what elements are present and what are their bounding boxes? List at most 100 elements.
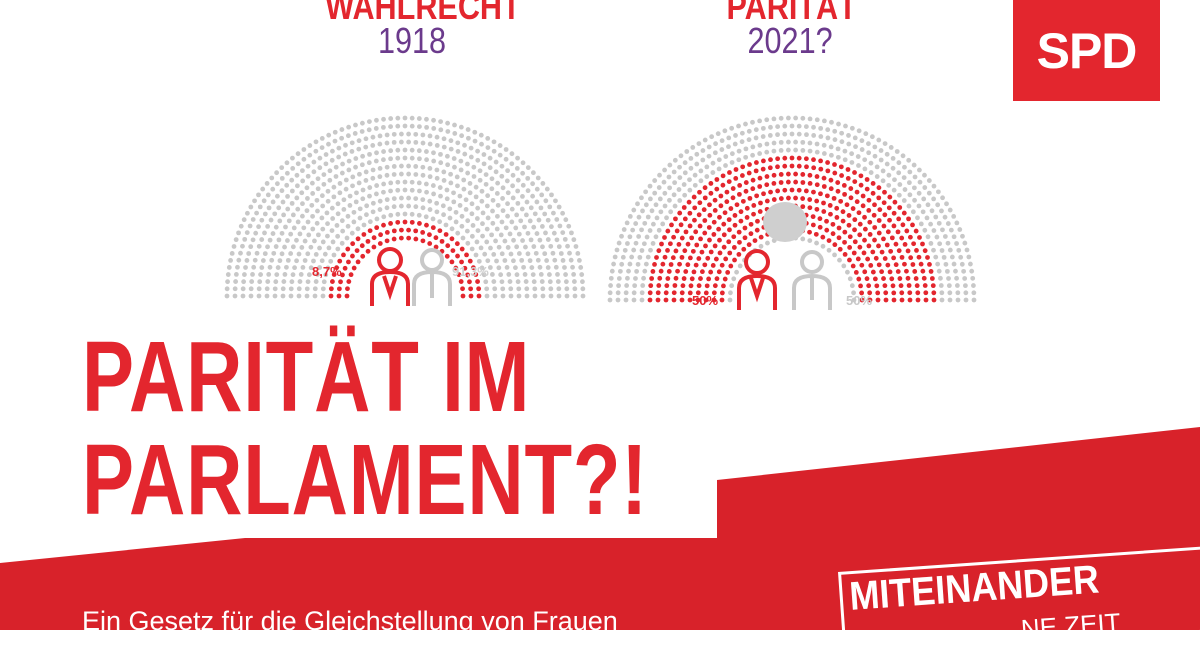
- seat-dot: [338, 279, 343, 285]
- seat-dot: [760, 125, 766, 131]
- seat-dot: [568, 257, 574, 263]
- seat-dot: [754, 227, 760, 233]
- seat-dot: [550, 250, 556, 256]
- seat-dot: [371, 235, 377, 241]
- seat-dot: [742, 235, 748, 241]
- seat-dot: [300, 265, 306, 270]
- seat-dot: [860, 203, 866, 209]
- seat-dot: [922, 172, 927, 178]
- seat-dot: [388, 148, 394, 154]
- seat-dot: [882, 212, 888, 218]
- seat-dot: [619, 233, 624, 239]
- seat-dot: [868, 170, 874, 175]
- seat-dot: [480, 233, 485, 239]
- woman-icon: [737, 249, 777, 310]
- seat-dot: [887, 217, 892, 223]
- seat-dot: [626, 268, 631, 274]
- seat-dot: [497, 143, 503, 148]
- seat-dot: [329, 157, 335, 163]
- seat-dot: [295, 151, 301, 157]
- seat-dot: [866, 141, 871, 147]
- seat-dot: [540, 293, 546, 299]
- seat-dot: [306, 272, 312, 278]
- seat-dot: [304, 293, 310, 299]
- seat-dot: [953, 268, 958, 274]
- seat-dot: [858, 182, 864, 188]
- seat-dot: [727, 170, 732, 175]
- seat-dot: [832, 137, 838, 143]
- seat-dot: [758, 200, 763, 206]
- seat-dot: [862, 226, 868, 232]
- seat-dot: [902, 261, 907, 267]
- seat-dot: [782, 187, 788, 193]
- seat-dot: [849, 283, 855, 289]
- seat-dot: [853, 269, 859, 275]
- seat-dot: [901, 198, 907, 203]
- seat-dot: [441, 144, 447, 150]
- seat-dot: [861, 250, 867, 256]
- seat-dot: [462, 151, 468, 157]
- seat-dot: [233, 272, 239, 277]
- left-men-pct: 91,3%: [452, 264, 489, 279]
- seat-dot: [518, 218, 524, 224]
- seat-dot: [507, 279, 513, 284]
- seat-dot: [761, 158, 766, 164]
- seat-dot: [398, 235, 404, 241]
- seat-dot: [858, 283, 863, 289]
- seat-dot: [538, 272, 544, 277]
- seat-dot: [236, 230, 241, 236]
- seat-dot: [870, 269, 876, 275]
- seat-dot: [417, 221, 422, 226]
- seat-dot: [614, 247, 620, 253]
- seat-dot: [489, 232, 494, 238]
- seat-dot: [724, 199, 730, 205]
- seat-dot: [722, 210, 728, 216]
- seat-dot: [238, 223, 244, 229]
- seat-dot: [807, 148, 813, 154]
- seat-dot: [641, 241, 647, 247]
- seat-dot: [294, 172, 300, 178]
- seat-dot: [266, 272, 272, 277]
- seat-dot: [551, 230, 557, 236]
- seat-dot: [370, 167, 376, 173]
- seat-dot: [644, 234, 650, 240]
- seat-dot: [469, 233, 475, 239]
- seat-dot: [494, 191, 500, 196]
- seat-dot: [494, 258, 499, 264]
- seat-dot: [240, 243, 245, 249]
- seat-dot: [265, 192, 271, 198]
- seat-dot: [244, 210, 250, 216]
- seat-dot: [873, 255, 879, 261]
- seat-dot: [729, 160, 735, 165]
- seat-dot: [312, 238, 317, 244]
- seat-dot: [752, 238, 758, 243]
- seat-dot: [699, 249, 705, 255]
- seat-dot: [751, 211, 756, 217]
- seat-dot: [807, 172, 813, 178]
- seat-dot: [374, 225, 380, 231]
- seat-dot: [723, 256, 729, 262]
- seat-dot: [731, 276, 737, 282]
- seat-dot: [716, 166, 722, 172]
- seat-dot: [616, 240, 622, 246]
- seat-dot: [361, 232, 367, 237]
- seat-dot: [717, 250, 723, 256]
- seat-dot: [856, 276, 862, 282]
- seat-dot: [514, 272, 520, 278]
- seat-dot: [346, 124, 352, 130]
- seat-dot: [640, 208, 645, 214]
- seat-dot: [459, 133, 465, 139]
- seat-dot: [697, 189, 702, 195]
- seat-dot: [473, 194, 479, 200]
- seat-dot: [825, 168, 831, 174]
- seat-dot: [495, 213, 500, 219]
- seat-dot: [866, 207, 872, 213]
- seat-dot: [520, 238, 525, 243]
- seat-dot: [374, 183, 380, 188]
- seat-dot: [406, 163, 411, 169]
- seat-dot: [469, 246, 475, 252]
- seat-dot: [417, 124, 422, 130]
- seat-dot: [406, 171, 412, 177]
- seat-dot: [712, 243, 718, 249]
- seat-dot: [954, 275, 959, 281]
